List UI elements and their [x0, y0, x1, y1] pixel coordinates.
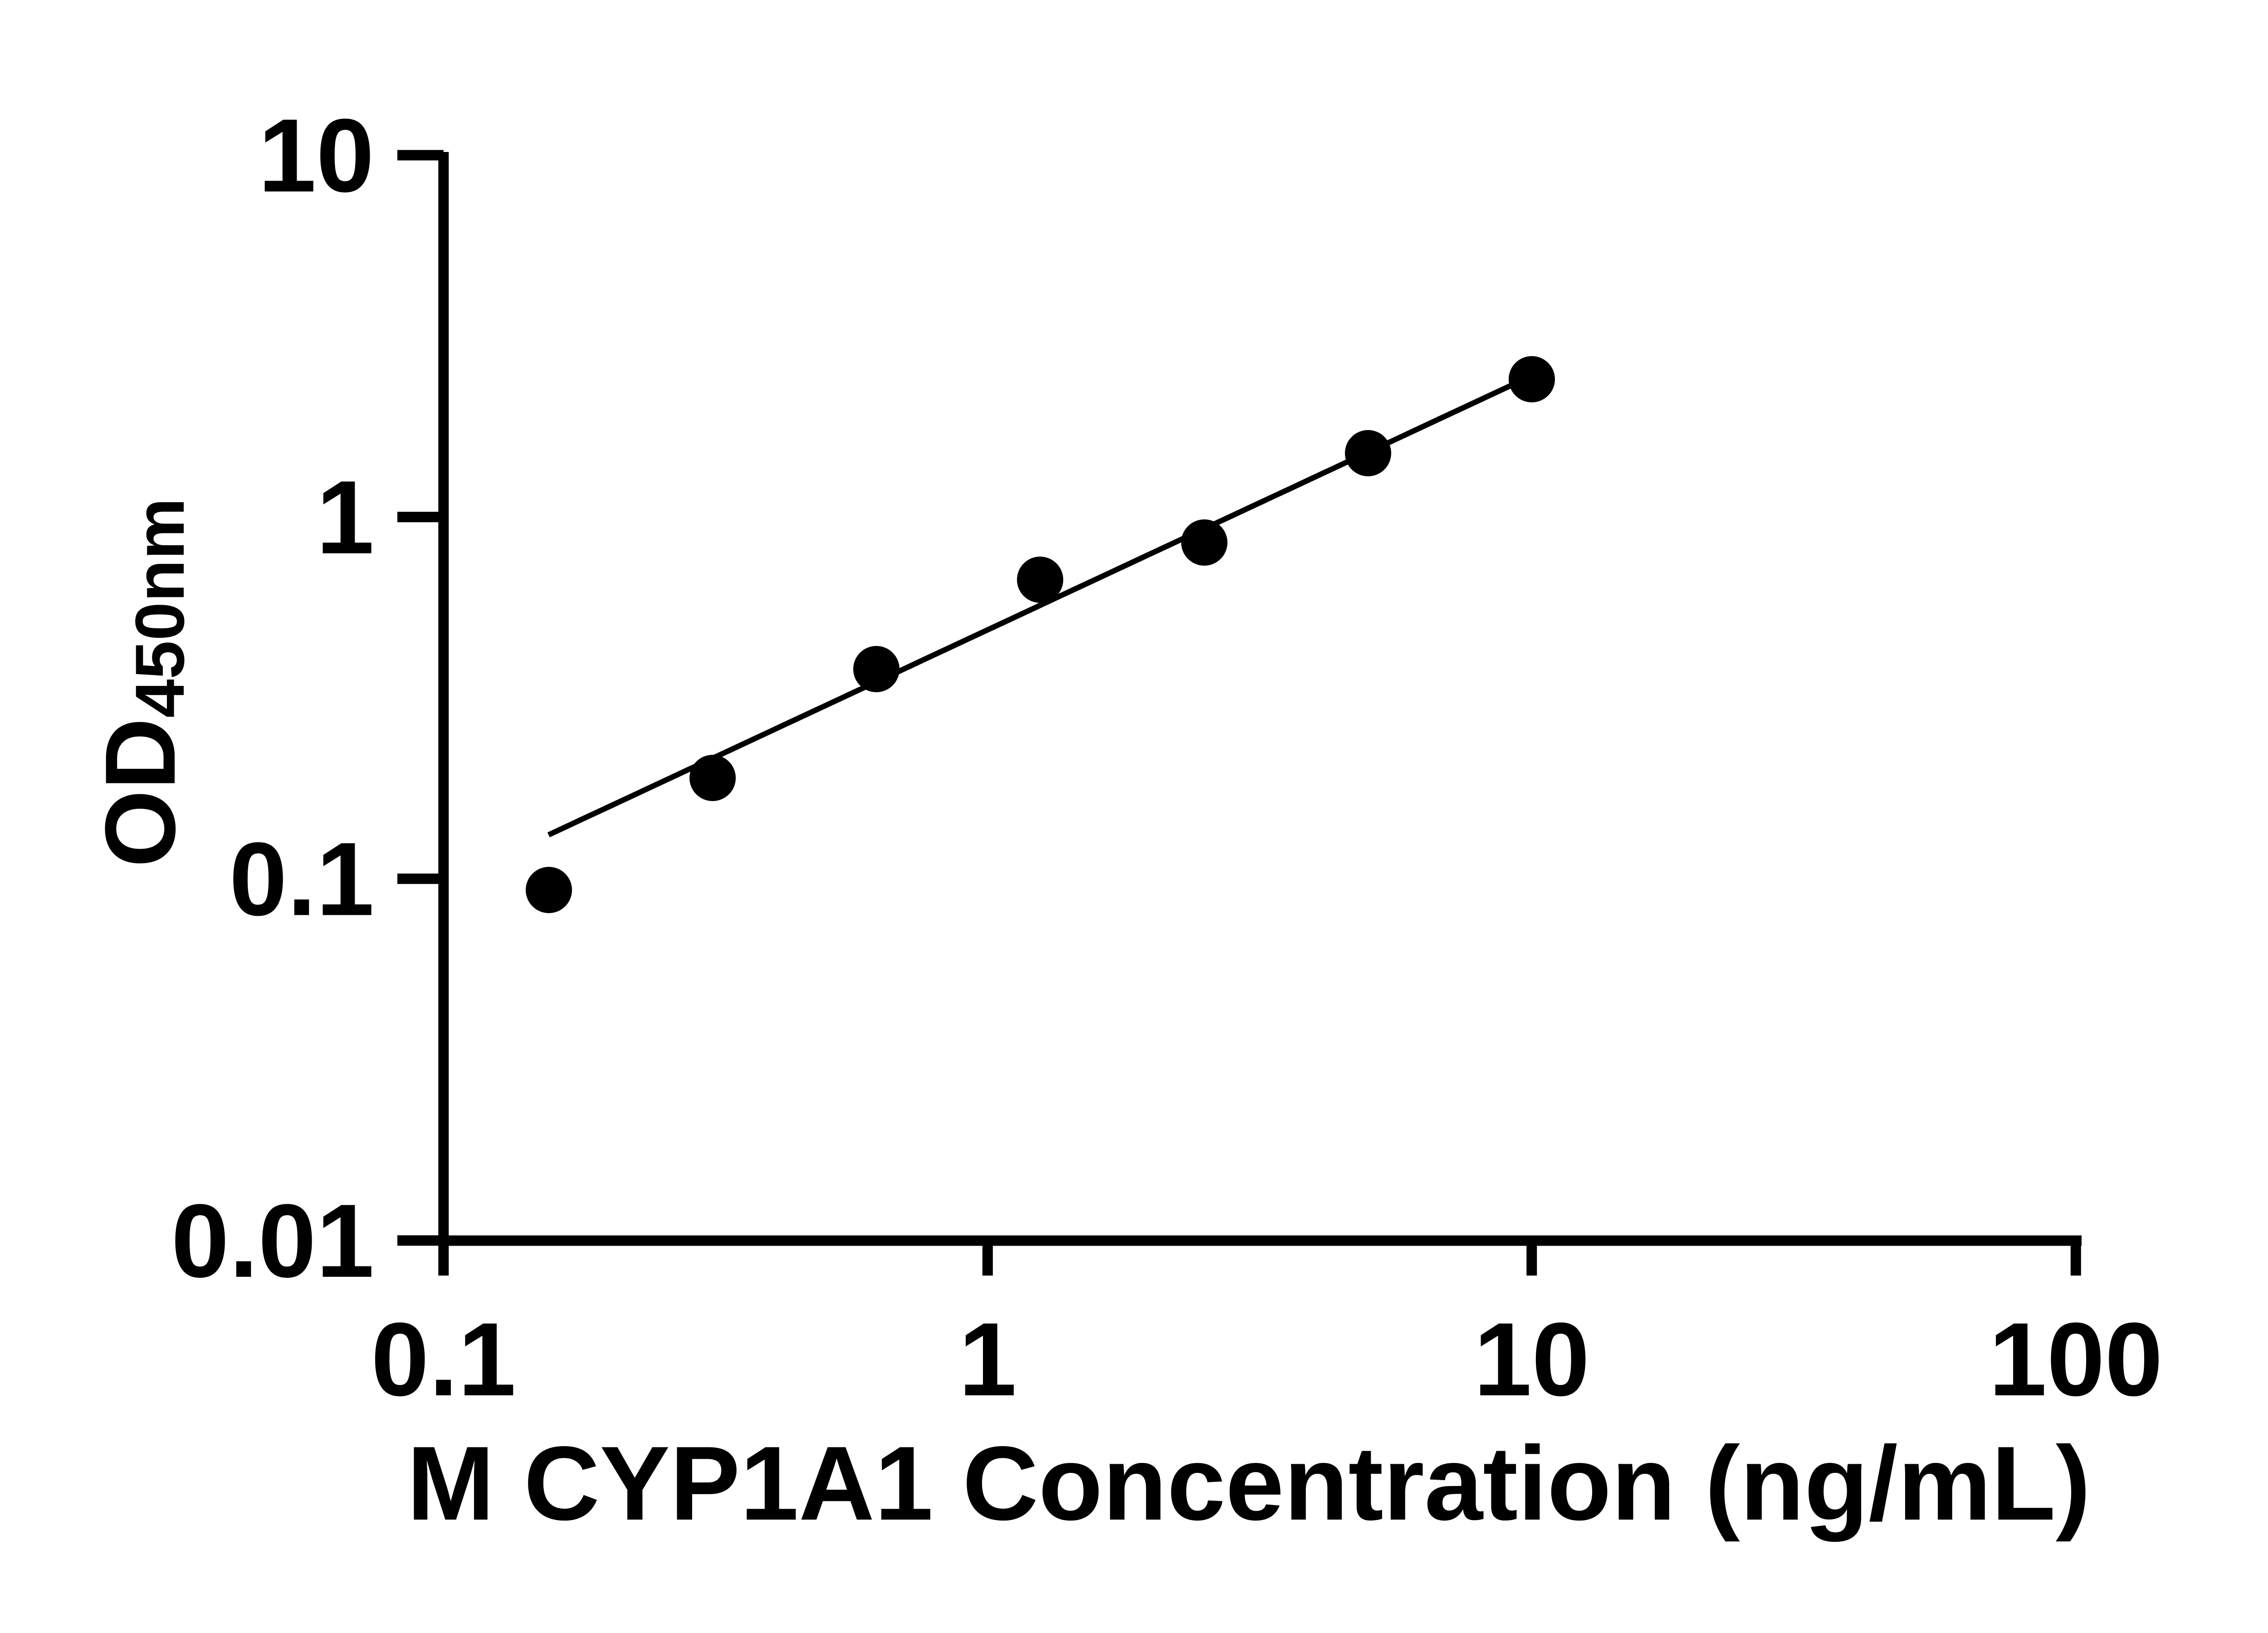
svg-text:0.01: 0.01 [171, 1183, 374, 1299]
svg-text:1: 1 [316, 459, 374, 576]
svg-text:0.1: 0.1 [229, 821, 374, 937]
svg-text:10: 10 [258, 97, 374, 214]
svg-text:10: 10 [1474, 1301, 1590, 1418]
svg-text:M CYP1A1 Concentration (ng/mL): M CYP1A1 Concentration (ng/mL) [407, 1425, 2091, 1542]
svg-text:100: 100 [1989, 1301, 2163, 1418]
svg-text:1: 1 [958, 1301, 1017, 1418]
svg-text:0.1: 0.1 [371, 1301, 516, 1418]
